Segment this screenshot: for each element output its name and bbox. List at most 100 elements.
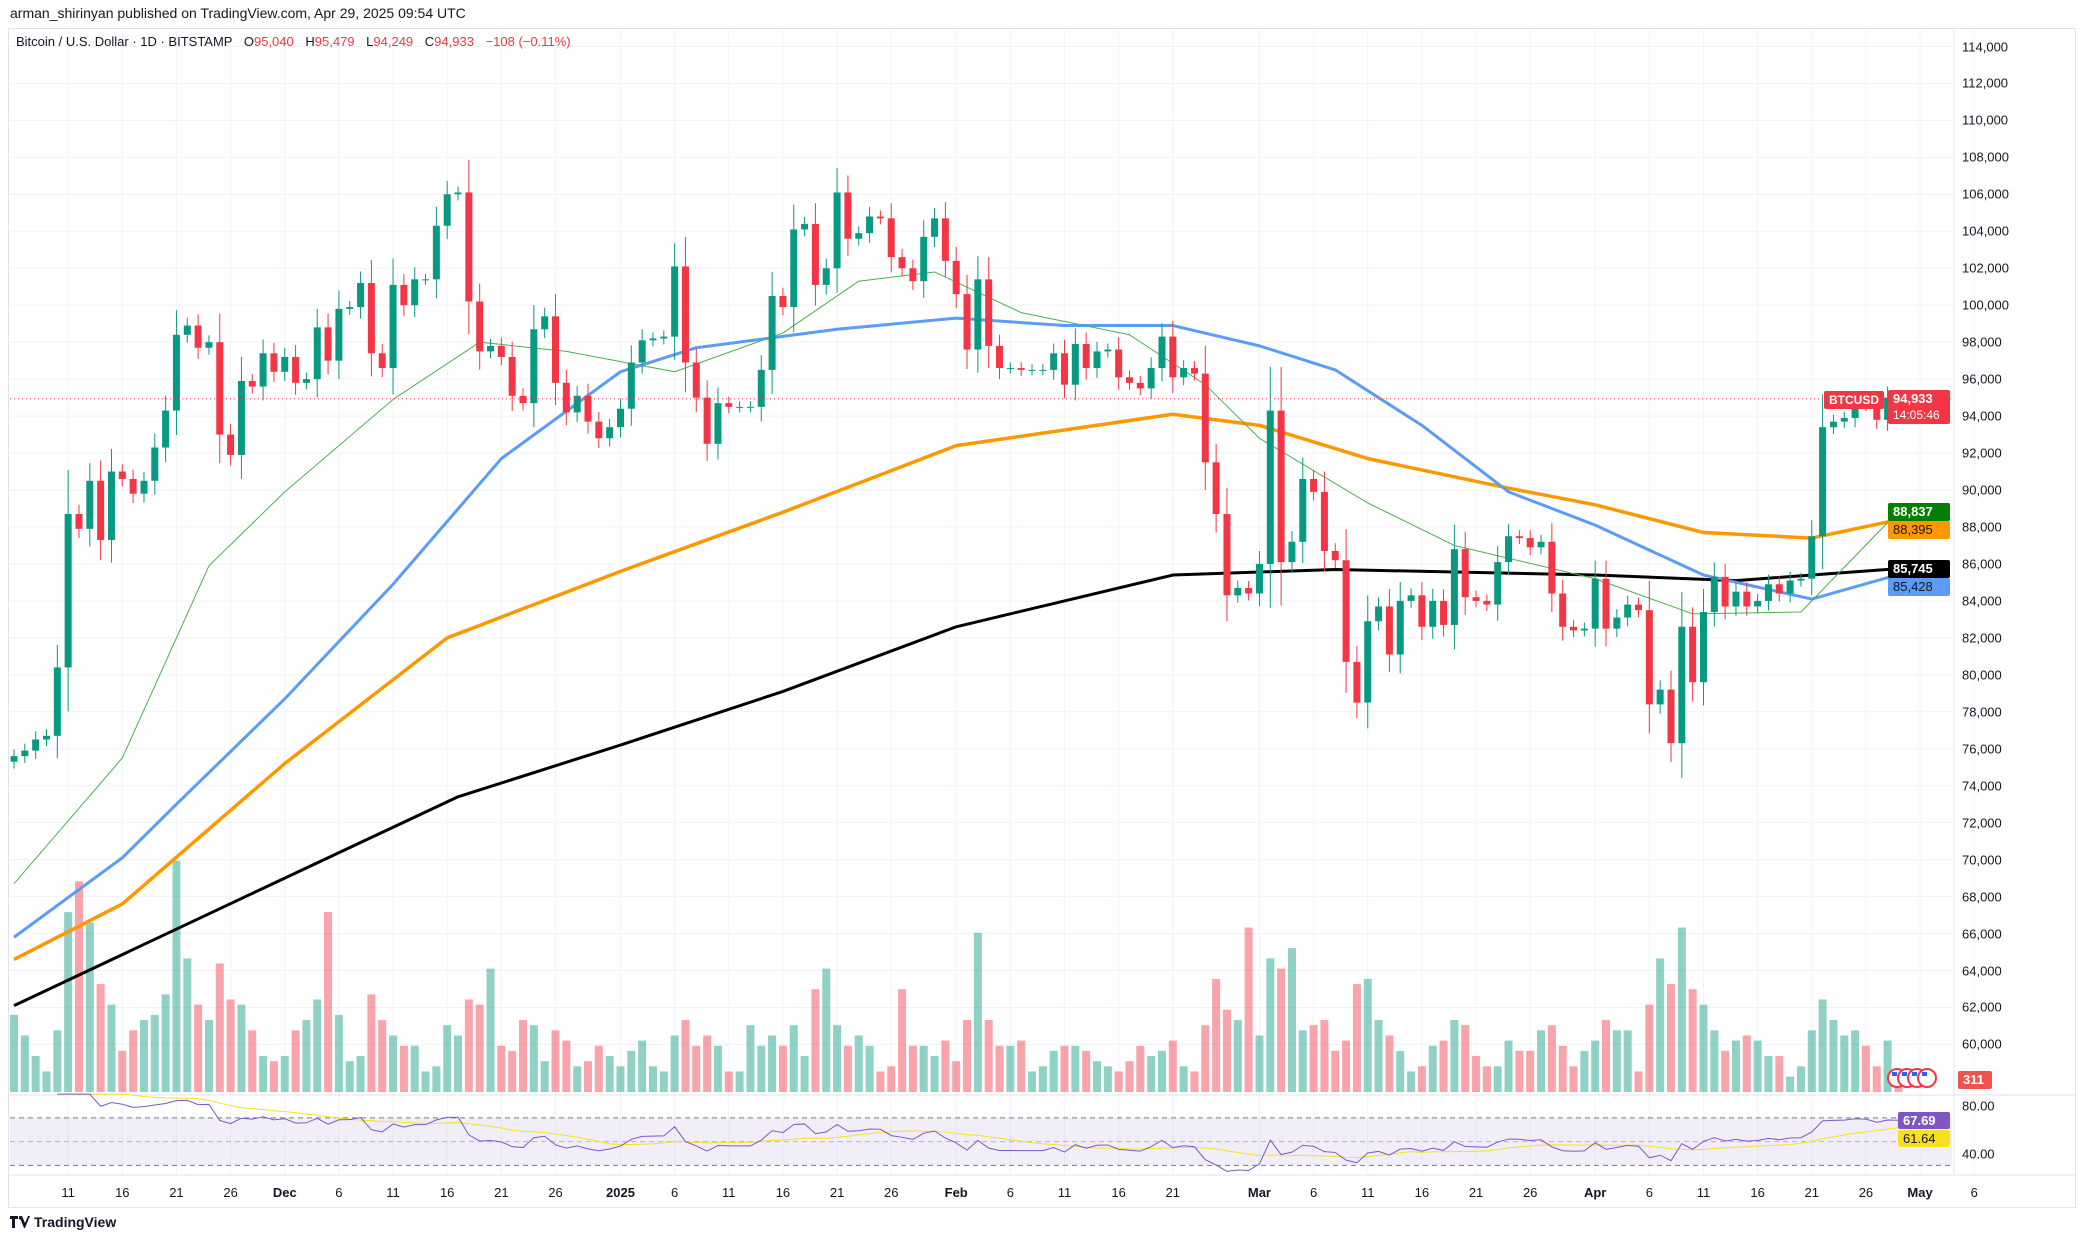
candle-body bbox=[1570, 626, 1578, 631]
price-tick-label: 108,000 bbox=[1962, 149, 2009, 165]
price-tick-label: 96,000 bbox=[1962, 371, 2002, 387]
time-tick-label: 26 bbox=[883, 1185, 899, 1200]
volume-bar bbox=[139, 1020, 148, 1092]
volume-bar bbox=[183, 958, 192, 1092]
candle-body bbox=[1505, 536, 1513, 563]
volume-bar bbox=[1136, 1045, 1145, 1092]
time-tick-label: 26 bbox=[1858, 1185, 1874, 1200]
candle-body bbox=[335, 308, 343, 361]
price-tick-label: 74,000 bbox=[1962, 778, 2002, 794]
volume-bar bbox=[1472, 1056, 1481, 1092]
time-tick-label: 26 bbox=[223, 1185, 238, 1200]
tradingview-logo-text: TradingView bbox=[34, 1214, 117, 1230]
candle-body bbox=[1396, 600, 1404, 655]
us-flag-canton bbox=[1892, 1072, 1897, 1076]
volume-bar bbox=[1320, 1020, 1329, 1092]
volume-bar bbox=[519, 1020, 528, 1092]
candle-body bbox=[1645, 610, 1653, 705]
price-tick-label: 78,000 bbox=[1962, 704, 2002, 720]
volume-bar bbox=[1666, 984, 1675, 1092]
volume-bar bbox=[789, 1025, 798, 1092]
candle-body bbox=[714, 403, 722, 444]
volume-bar bbox=[1190, 1071, 1199, 1092]
candle-body bbox=[1245, 587, 1253, 594]
symbol-tag: BTCUSD bbox=[1824, 391, 1884, 409]
price-tick-label: 84,000 bbox=[1962, 593, 2002, 609]
volume-bar bbox=[919, 1045, 928, 1092]
candle-body bbox=[1635, 604, 1642, 611]
candle-body bbox=[1331, 551, 1339, 561]
volume-bar bbox=[941, 1040, 950, 1092]
symbol-title[interactable]: Bitcoin / U.S. Dollar · 1D · BITSTAMP bbox=[16, 34, 233, 49]
candle-body bbox=[1364, 621, 1372, 703]
volume-bar bbox=[1233, 1020, 1242, 1092]
volume-bar bbox=[952, 1061, 961, 1092]
volume-bar bbox=[324, 912, 333, 1092]
candle-body bbox=[671, 266, 679, 337]
candle-body bbox=[1061, 353, 1069, 385]
volume-bar bbox=[735, 1071, 744, 1092]
volume-bar bbox=[1493, 1066, 1502, 1092]
candle-body bbox=[302, 379, 310, 383]
tradingview-logo-icon bbox=[10, 1216, 30, 1228]
candle-body bbox=[432, 225, 440, 280]
volume-bar bbox=[334, 1014, 343, 1092]
candle-body bbox=[595, 421, 603, 439]
us-flag-canton bbox=[1902, 1072, 1907, 1076]
volume-bar bbox=[1071, 1045, 1080, 1092]
volume-bar bbox=[1526, 1050, 1535, 1092]
volume-bar bbox=[389, 1035, 398, 1092]
candle-body bbox=[1775, 584, 1783, 594]
candle-body bbox=[1873, 405, 1881, 420]
volume-bar bbox=[930, 1056, 939, 1092]
price-tick-label: 90,000 bbox=[1962, 482, 2002, 498]
candle-body bbox=[1613, 617, 1621, 629]
candle-body bbox=[736, 406, 744, 408]
volume-bar bbox=[1060, 1045, 1069, 1092]
candle-body bbox=[270, 353, 278, 372]
volume-bar bbox=[1363, 978, 1372, 1092]
candle-body bbox=[1234, 587, 1242, 596]
volume-bar bbox=[1688, 989, 1697, 1092]
candle-body bbox=[1548, 541, 1556, 594]
volume-bar bbox=[1482, 1066, 1491, 1092]
tradingview-logo[interactable]: TradingView bbox=[10, 1214, 116, 1230]
volume-bar bbox=[1157, 1050, 1166, 1092]
candle-body bbox=[324, 327, 332, 361]
candle-body bbox=[725, 403, 733, 407]
volume-bar bbox=[1255, 1035, 1264, 1092]
candle-body bbox=[1082, 344, 1090, 369]
volume-bar bbox=[1547, 1025, 1556, 1092]
volume-bar bbox=[605, 1056, 614, 1092]
candle-body bbox=[931, 218, 939, 237]
volume-bar bbox=[1439, 1040, 1448, 1092]
candle-body bbox=[1851, 403, 1859, 418]
volume-bar bbox=[1103, 1066, 1112, 1092]
volume-bar bbox=[1244, 927, 1253, 1092]
time-tick-label: 6 bbox=[1970, 1185, 1978, 1200]
candle-body bbox=[1093, 351, 1101, 369]
candle-body bbox=[1418, 595, 1426, 627]
candle-body bbox=[692, 362, 700, 398]
ma200-tag: 85,745 bbox=[1888, 560, 1950, 578]
candle-body bbox=[1884, 397, 1892, 420]
time-tick-label: 26 bbox=[1522, 1185, 1538, 1200]
volume-bar bbox=[627, 1050, 636, 1092]
volume-bar bbox=[42, 1071, 51, 1092]
last-price-tag: 94,933 14:05:46 bbox=[1888, 390, 1950, 424]
volume-bar bbox=[53, 1030, 62, 1092]
candle-body bbox=[1375, 606, 1383, 622]
volume-bar bbox=[1212, 978, 1221, 1092]
volume-bar bbox=[1591, 1040, 1600, 1092]
volume-bar bbox=[1872, 1066, 1881, 1092]
volume-bar bbox=[583, 1061, 592, 1092]
time-tick-label: 16 bbox=[439, 1185, 455, 1200]
time-tick-label: 11 bbox=[61, 1185, 75, 1200]
volume-bar bbox=[1125, 1061, 1134, 1092]
last-price: 94,933 bbox=[1893, 391, 1933, 406]
time-tick-label: 6 bbox=[1645, 1185, 1653, 1200]
volume-bar bbox=[1017, 1040, 1026, 1092]
candle-body bbox=[1699, 611, 1707, 683]
price-tick-label: 60,000 bbox=[1962, 1036, 2002, 1052]
